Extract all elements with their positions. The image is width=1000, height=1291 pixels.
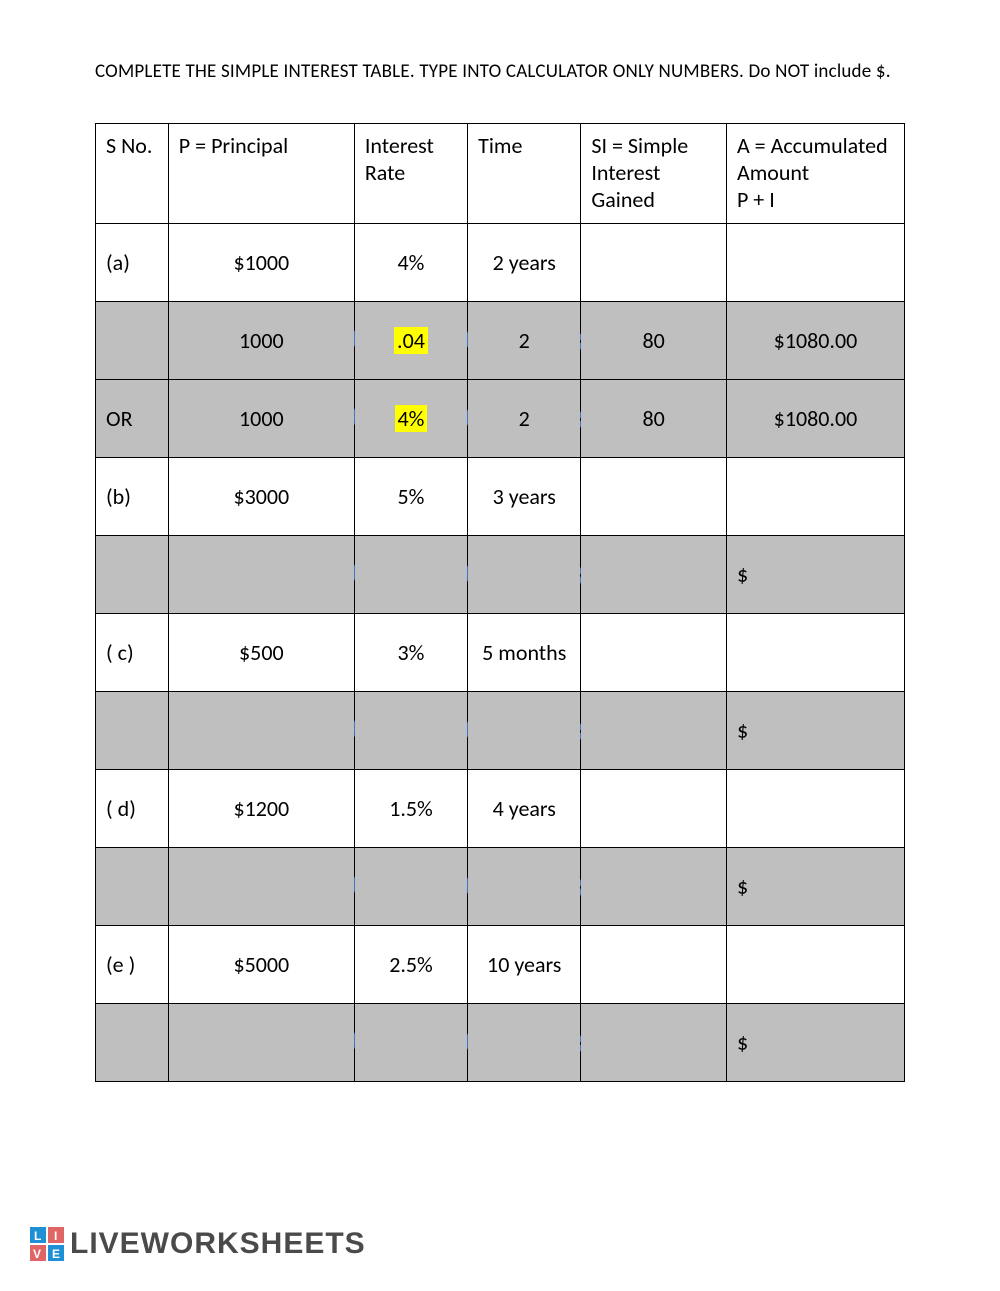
cell-principal bbox=[168, 848, 354, 926]
cell-sno: OR bbox=[96, 380, 169, 458]
footer-brand: L I V E LIVEWORKSHEETS bbox=[30, 1227, 366, 1261]
cell-principal: 1000 bbox=[168, 302, 354, 380]
cell-sno bbox=[96, 692, 169, 770]
cell-sno: ( d) bbox=[96, 770, 169, 848]
cell-time bbox=[468, 692, 581, 770]
svg-text:E: E bbox=[52, 1247, 60, 1261]
cell-si bbox=[581, 458, 727, 536]
col-header-sno: S No. bbox=[96, 124, 169, 224]
cell-si bbox=[581, 692, 727, 770]
cell-principal: $1000 bbox=[168, 224, 354, 302]
cell-accum bbox=[726, 458, 904, 536]
cell-si bbox=[581, 224, 727, 302]
cell-accum bbox=[726, 614, 904, 692]
cell-accum: $ bbox=[726, 1004, 904, 1082]
table-row: ( d)$12001.5%4 years bbox=[96, 770, 905, 848]
cell-sno bbox=[96, 1004, 169, 1082]
cell-accum: $1080.00 bbox=[726, 302, 904, 380]
cell-rate: 5% bbox=[354, 458, 467, 536]
cell-time bbox=[468, 848, 581, 926]
cell-rate: 1.5% bbox=[354, 770, 467, 848]
col-header-si: SI = Simple Interest Gained bbox=[581, 124, 727, 224]
brand-text: LIVEWORKSHEETS bbox=[70, 1227, 366, 1261]
cell-time bbox=[468, 1004, 581, 1082]
cell-principal bbox=[168, 536, 354, 614]
cell-si: 80 bbox=[581, 380, 727, 458]
cell-sno: ( c) bbox=[96, 614, 169, 692]
cell-accum: $ bbox=[726, 692, 904, 770]
highlighted-rate: 4% bbox=[395, 405, 428, 432]
cell-accum: $ bbox=[726, 848, 904, 926]
cell-time: 3 years bbox=[468, 458, 581, 536]
col-header-time: Time bbox=[468, 124, 581, 224]
cell-time bbox=[468, 536, 581, 614]
instructions-text: COMPLETE THE SIMPLE INTEREST TABLE. TYPE… bbox=[95, 60, 905, 83]
liveworksheets-logo-icon: L I V E bbox=[30, 1227, 64, 1261]
cell-time: 10 years bbox=[468, 926, 581, 1004]
cell-principal: $500 bbox=[168, 614, 354, 692]
cell-time: 2 bbox=[468, 380, 581, 458]
svg-text:V: V bbox=[33, 1247, 41, 1261]
cell-rate bbox=[354, 692, 467, 770]
cell-accum: $ bbox=[726, 536, 904, 614]
cell-time: 2 years bbox=[468, 224, 581, 302]
highlighted-rate: .04 bbox=[394, 327, 428, 354]
cell-principal bbox=[168, 1004, 354, 1082]
cell-si bbox=[581, 770, 727, 848]
svg-text:I: I bbox=[54, 1229, 57, 1243]
table-row: 1000 .04 280$1080.00 bbox=[96, 302, 905, 380]
cell-rate: .04 bbox=[354, 302, 467, 380]
simple-interest-table: S No. P = Principal Interest Rate Time S… bbox=[95, 123, 905, 1082]
cell-si bbox=[581, 926, 727, 1004]
svg-text:L: L bbox=[34, 1229, 41, 1243]
table-row: (b)$30005%3 years bbox=[96, 458, 905, 536]
cell-sno bbox=[96, 302, 169, 380]
cell-principal: $5000 bbox=[168, 926, 354, 1004]
cell-time: 2 bbox=[468, 302, 581, 380]
cell-time: 4 years bbox=[468, 770, 581, 848]
cell-accum bbox=[726, 770, 904, 848]
cell-sno bbox=[96, 848, 169, 926]
cell-si bbox=[581, 536, 727, 614]
cell-accum bbox=[726, 224, 904, 302]
cell-sno: (a) bbox=[96, 224, 169, 302]
col-header-accum: A = Accumulated Amount P + I bbox=[726, 124, 904, 224]
table-row: OR1000 4% 280$1080.00 bbox=[96, 380, 905, 458]
cell-rate: 3% bbox=[354, 614, 467, 692]
cell-rate bbox=[354, 848, 467, 926]
table-row: $ bbox=[96, 1004, 905, 1082]
table-row: (a)$10004%2 years bbox=[96, 224, 905, 302]
table-row: $ bbox=[96, 692, 905, 770]
cell-rate bbox=[354, 1004, 467, 1082]
cell-rate bbox=[354, 536, 467, 614]
cell-principal: 1000 bbox=[168, 380, 354, 458]
table-row: ( c)$5003%5 months bbox=[96, 614, 905, 692]
cell-accum: $1080.00 bbox=[726, 380, 904, 458]
col-header-rate: Interest Rate bbox=[354, 124, 467, 224]
table-row: (e )$50002.5%10 years bbox=[96, 926, 905, 1004]
cell-time: 5 months bbox=[468, 614, 581, 692]
cell-si bbox=[581, 848, 727, 926]
cell-principal: $3000 bbox=[168, 458, 354, 536]
table-row: $ bbox=[96, 848, 905, 926]
table-row: $ bbox=[96, 536, 905, 614]
cell-rate: 4% bbox=[354, 380, 467, 458]
cell-sno: (b) bbox=[96, 458, 169, 536]
cell-principal: $1200 bbox=[168, 770, 354, 848]
col-header-principal: P = Principal bbox=[168, 124, 354, 224]
cell-principal bbox=[168, 692, 354, 770]
cell-sno bbox=[96, 536, 169, 614]
cell-rate: 4% bbox=[354, 224, 467, 302]
cell-sno: (e ) bbox=[96, 926, 169, 1004]
cell-accum bbox=[726, 926, 904, 1004]
cell-si bbox=[581, 1004, 727, 1082]
cell-rate: 2.5% bbox=[354, 926, 467, 1004]
cell-si bbox=[581, 614, 727, 692]
cell-si: 80 bbox=[581, 302, 727, 380]
